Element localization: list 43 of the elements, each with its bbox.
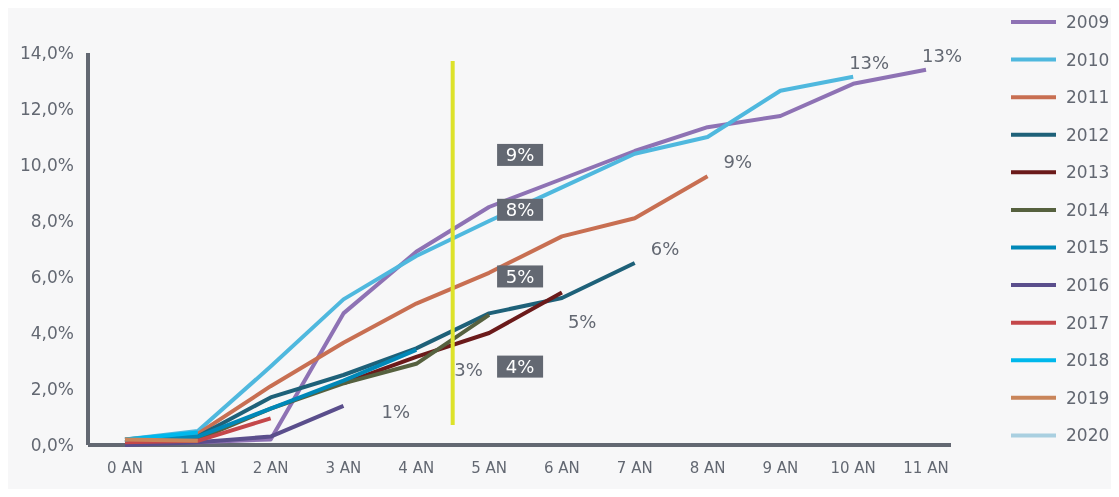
annotation: 1% xyxy=(381,400,411,422)
x-tick-label: 11 AN xyxy=(903,459,949,477)
legend-label: 2015 xyxy=(1066,237,1110,258)
legend-label: 2020 xyxy=(1066,425,1110,446)
annotation: 13% xyxy=(849,51,890,73)
legend-label: 2019 xyxy=(1066,387,1110,408)
x-tick-label: 1 AN xyxy=(179,459,216,477)
x-tick-label: 0 AN xyxy=(107,459,143,477)
x-tick-label: 5 AN xyxy=(471,459,507,477)
annotation: 4% xyxy=(505,355,535,377)
y-tick-label: 14,0% xyxy=(19,42,74,63)
legend-label: 2009 xyxy=(1066,11,1110,32)
annotation: 9% xyxy=(723,151,753,173)
x-tick-label: 7 AN xyxy=(616,459,653,477)
y-tick-label: 4,0% xyxy=(30,322,74,343)
annotation: 9% xyxy=(505,144,535,166)
annotation: 5% xyxy=(567,311,597,332)
annotation: 6% xyxy=(650,238,680,259)
annotation: 5% xyxy=(505,265,535,287)
y-tick-label: 12,0% xyxy=(19,98,74,119)
y-tick-label: 8,0% xyxy=(30,210,74,231)
y-tick-label: 10,0% xyxy=(19,154,74,175)
legend-label: 2013 xyxy=(1066,162,1110,183)
y-tick-label: 6,0% xyxy=(30,266,74,287)
x-tick-label: 3 AN xyxy=(325,459,362,477)
y-tick-label: 0,0% xyxy=(30,434,74,455)
legend-label: 2016 xyxy=(1066,275,1110,296)
x-tick-label: 10 AN xyxy=(830,459,876,477)
x-tick-label: 6 AN xyxy=(544,459,580,477)
legend-label: 2014 xyxy=(1066,199,1110,220)
legend-label: 2010 xyxy=(1066,49,1110,70)
legend-label: 2012 xyxy=(1066,124,1110,145)
legend-label: 2017 xyxy=(1066,312,1110,333)
legend-label: 2011 xyxy=(1066,87,1110,108)
x-tick-label: 9 AN xyxy=(762,459,799,477)
y-tick-label: 2,0% xyxy=(30,378,74,399)
x-tick-label: 8 AN xyxy=(689,459,726,477)
annotation: 8% xyxy=(505,199,535,221)
legend-label: 2018 xyxy=(1066,350,1110,371)
x-tick-label: 4 AN xyxy=(398,459,435,477)
annotation: 13% xyxy=(921,44,963,66)
annotation: 3% xyxy=(454,358,483,380)
x-tick-label: 2 AN xyxy=(252,459,289,477)
